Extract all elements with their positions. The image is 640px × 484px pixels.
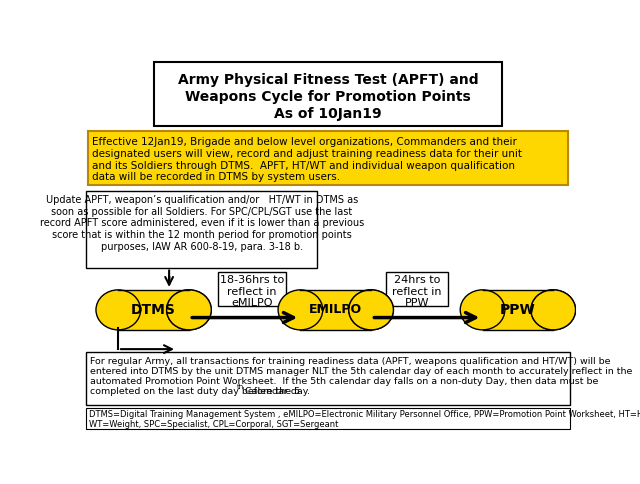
Text: EMILPO: EMILPO bbox=[309, 303, 362, 317]
Bar bbox=[86, 191, 317, 268]
Bar bbox=[118, 290, 189, 330]
Bar bbox=[386, 272, 448, 306]
Bar bbox=[483, 290, 553, 330]
Text: automated Promotion Point Worksheet.  If the 5th calendar day falls on a non-dut: automated Promotion Point Worksheet. If … bbox=[90, 377, 598, 386]
Text: PPW: PPW bbox=[500, 303, 536, 317]
Ellipse shape bbox=[349, 290, 394, 330]
Ellipse shape bbox=[166, 290, 211, 330]
Text: 24hrs to
reflect in
PPW: 24hrs to reflect in PPW bbox=[392, 275, 442, 308]
Text: Update APFT, weapon’s qualification and/or   HT/WT in DTMS as
soon as possible f: Update APFT, weapon’s qualification and/… bbox=[40, 195, 364, 252]
Ellipse shape bbox=[531, 290, 575, 330]
Ellipse shape bbox=[166, 290, 211, 330]
Text: th: th bbox=[237, 384, 244, 390]
Ellipse shape bbox=[349, 290, 394, 330]
Text: Calendar day.: Calendar day. bbox=[242, 387, 310, 396]
Bar bbox=[154, 62, 502, 126]
Text: DTMS=Digital Training Management System , eMILPO=Electronic Military Personnel O: DTMS=Digital Training Management System … bbox=[88, 410, 640, 429]
Bar bbox=[86, 408, 570, 429]
Text: Effective 12Jan19, Brigade and below level organizations, Commanders and their
d: Effective 12Jan19, Brigade and below lev… bbox=[92, 137, 522, 182]
Bar bbox=[88, 131, 568, 185]
Text: Army Physical Fitness Test (APFT) and: Army Physical Fitness Test (APFT) and bbox=[178, 73, 478, 87]
Text: 18-36hrs to
reflect in
eMILPO: 18-36hrs to reflect in eMILPO bbox=[220, 275, 284, 308]
Text: As of 10Jan19: As of 10Jan19 bbox=[274, 106, 382, 121]
Bar bbox=[218, 272, 286, 306]
Ellipse shape bbox=[460, 290, 505, 330]
Text: For regular Army, all transactions for training readiness data (APFT, weapons qu: For regular Army, all transactions for t… bbox=[90, 357, 611, 366]
Ellipse shape bbox=[96, 290, 141, 330]
Text: entered into DTMS by the unit DTMS manager NLT the 5th calendar day of each mont: entered into DTMS by the unit DTMS manag… bbox=[90, 367, 632, 376]
Text: Weapons Cycle for Promotion Points: Weapons Cycle for Promotion Points bbox=[185, 90, 471, 104]
Bar bbox=[86, 352, 570, 405]
Ellipse shape bbox=[531, 290, 575, 330]
Text: DTMS: DTMS bbox=[131, 303, 176, 317]
Text: completed on the last duty day before the 5: completed on the last duty day before th… bbox=[90, 387, 300, 396]
Bar bbox=[300, 290, 371, 330]
Ellipse shape bbox=[278, 290, 323, 330]
